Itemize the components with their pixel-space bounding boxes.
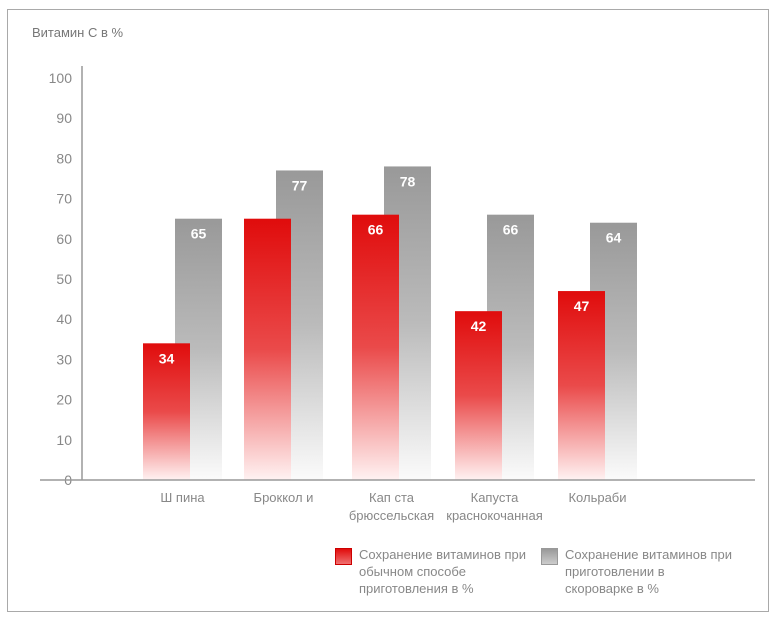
y-tick-label: 60 xyxy=(56,231,72,247)
bar-regular xyxy=(558,291,605,480)
y-tick-label: 50 xyxy=(56,271,72,287)
y-axis-title: Витамин С в % xyxy=(32,25,124,40)
x-tick-label: Ш пина xyxy=(160,490,205,505)
x-tick-label: краснокочанная xyxy=(446,508,542,523)
x-tick-label: Кап ста xyxy=(369,490,415,505)
x-tick-label: Капуста xyxy=(471,490,520,505)
y-tick-label: 90 xyxy=(56,110,72,126)
y-tick-label: 10 xyxy=(56,432,72,448)
data-label: 42 xyxy=(471,318,487,334)
y-tick-label: 70 xyxy=(56,191,72,207)
bar-regular xyxy=(455,311,502,480)
chart-frame xyxy=(7,9,769,612)
data-label: 47 xyxy=(574,298,590,314)
bar-regular xyxy=(244,218,291,480)
y-tick-label: 40 xyxy=(56,311,72,327)
bar-regular xyxy=(352,214,399,480)
y-tick-label: 20 xyxy=(56,392,72,408)
legend-label: Сохранение витаминов при приготовлении в… xyxy=(565,547,732,596)
x-tick-label: Кольраби xyxy=(568,490,626,505)
data-label: 64 xyxy=(606,230,622,246)
data-label: 66 xyxy=(368,222,384,238)
legend-label: Сохранение витаминов при обычном способе… xyxy=(359,547,526,596)
y-tick-label: 100 xyxy=(49,70,73,86)
data-label: 78 xyxy=(400,173,416,189)
y-tick-label: 80 xyxy=(56,150,72,166)
data-label: 65 xyxy=(191,226,207,242)
x-tick-label: Броккол и xyxy=(254,490,314,505)
legend-swatch-gray xyxy=(541,548,558,565)
x-tick-label: брюссельская xyxy=(349,508,434,523)
y-tick-label: 30 xyxy=(56,351,72,367)
data-label: 34 xyxy=(159,350,175,366)
bar-regular xyxy=(143,343,190,480)
legend-swatch-red xyxy=(335,548,352,565)
data-label: 77 xyxy=(292,177,308,193)
data-label: 66 xyxy=(503,222,519,238)
